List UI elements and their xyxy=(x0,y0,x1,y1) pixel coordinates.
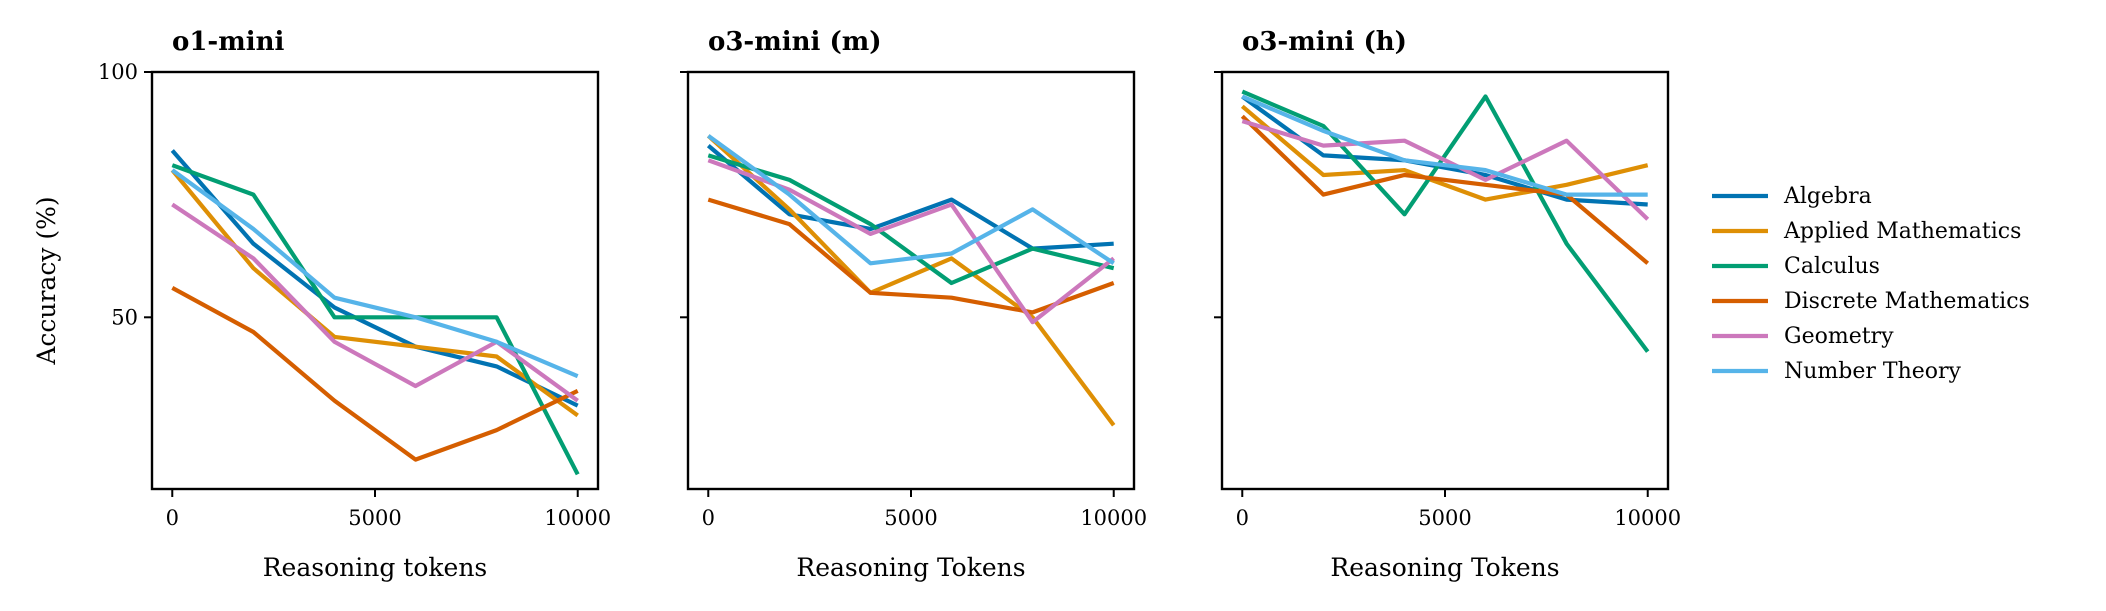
legend-item-number-theory: Number Theory xyxy=(1712,359,1962,384)
x-tick-label: 0 xyxy=(702,506,715,530)
series-line-algebra xyxy=(170,149,579,408)
x-axis-label: Reasoning Tokens xyxy=(1330,553,1559,582)
series-line-geometry xyxy=(171,202,579,403)
series-line-discrete-mathematics xyxy=(707,197,1115,315)
series-line-applied-mathematics xyxy=(170,168,579,418)
legend-label: Applied Mathematics xyxy=(1783,219,2021,244)
legend-label: Discrete Mathematics xyxy=(1784,289,2030,314)
x-tick-label: 5000 xyxy=(884,506,937,530)
chart-panels: 0 5000 10000 50 100 o1-mini Reasoning tokens Ac… xyxy=(32,27,1681,582)
x-axis-label: Reasoning tokens xyxy=(263,553,488,582)
y-tick-label: 50 xyxy=(111,305,138,329)
series-line-number-theory xyxy=(1241,94,1648,197)
legend-item-algebra: Algebra xyxy=(1712,184,1872,209)
x-tick-label: 10000 xyxy=(1614,506,1681,530)
x-tick-label: 5000 xyxy=(1418,506,1471,530)
series-line-calculus xyxy=(1241,89,1650,353)
y-axis-label: Accuracy (%) xyxy=(32,196,61,365)
legend-label: Algebra xyxy=(1783,184,1872,209)
x-tick-label: 10000 xyxy=(544,506,611,530)
panel-o1-mini: 0 5000 10000 50 100 o1-mini Reasoning tokens Ac… xyxy=(32,27,611,582)
series-line-number-theory xyxy=(171,168,579,379)
series-line-discrete-mathematics xyxy=(1240,114,1650,265)
series-line-algebra xyxy=(1241,94,1648,207)
panel-title: o3-mini (h) xyxy=(1242,27,1407,57)
series-line-algebra xyxy=(706,143,1114,251)
legend-item-applied-mathematics: Applied Mathematics xyxy=(1712,219,2021,244)
series-line-calculus xyxy=(171,163,580,476)
panel-o3-mini-h: 0 5000 10000 o3-mini (h) Reasoning Tokens xyxy=(1214,27,1681,582)
series-line-calculus xyxy=(707,153,1115,286)
x-tick-label: 0 xyxy=(166,506,179,530)
legend-item-discrete-mathematics: Discrete Mathematics xyxy=(1712,289,2030,314)
legend-label: Geometry xyxy=(1784,324,1894,349)
x-tick-label: 10000 xyxy=(1080,506,1147,530)
legend-label: Number Theory xyxy=(1784,359,1962,384)
legend-item-geometry: Geometry xyxy=(1712,324,1894,349)
x-tick-label: 0 xyxy=(1236,506,1249,530)
legend-item-calculus: Calculus xyxy=(1712,254,1880,279)
panel-title: o3-mini (m) xyxy=(708,27,882,57)
plot-frame xyxy=(150,70,600,491)
plot-frame xyxy=(686,70,1136,491)
panel-o3-mini-m: 0 5000 10000 o3-mini (m) Reasoning Tokens xyxy=(680,27,1147,582)
y-tick-label: 100 xyxy=(98,60,138,84)
x-axis-label: Reasoning Tokens xyxy=(796,553,1025,582)
series-line-applied-mathematics xyxy=(706,134,1116,427)
panel-title: o1-mini xyxy=(172,27,285,57)
x-tick-label: 5000 xyxy=(348,506,401,530)
legend-label: Calculus xyxy=(1784,254,1880,279)
series-line-geometry xyxy=(1241,119,1650,221)
series-line-applied-mathematics xyxy=(1240,104,1649,202)
series-line-number-theory xyxy=(707,134,1115,266)
series-line-geometry xyxy=(707,158,1115,325)
chart-legend: Algebra Applied Mathematics Calculus Discre… xyxy=(1712,184,2030,384)
series-line-discrete-mathematics xyxy=(171,286,579,462)
